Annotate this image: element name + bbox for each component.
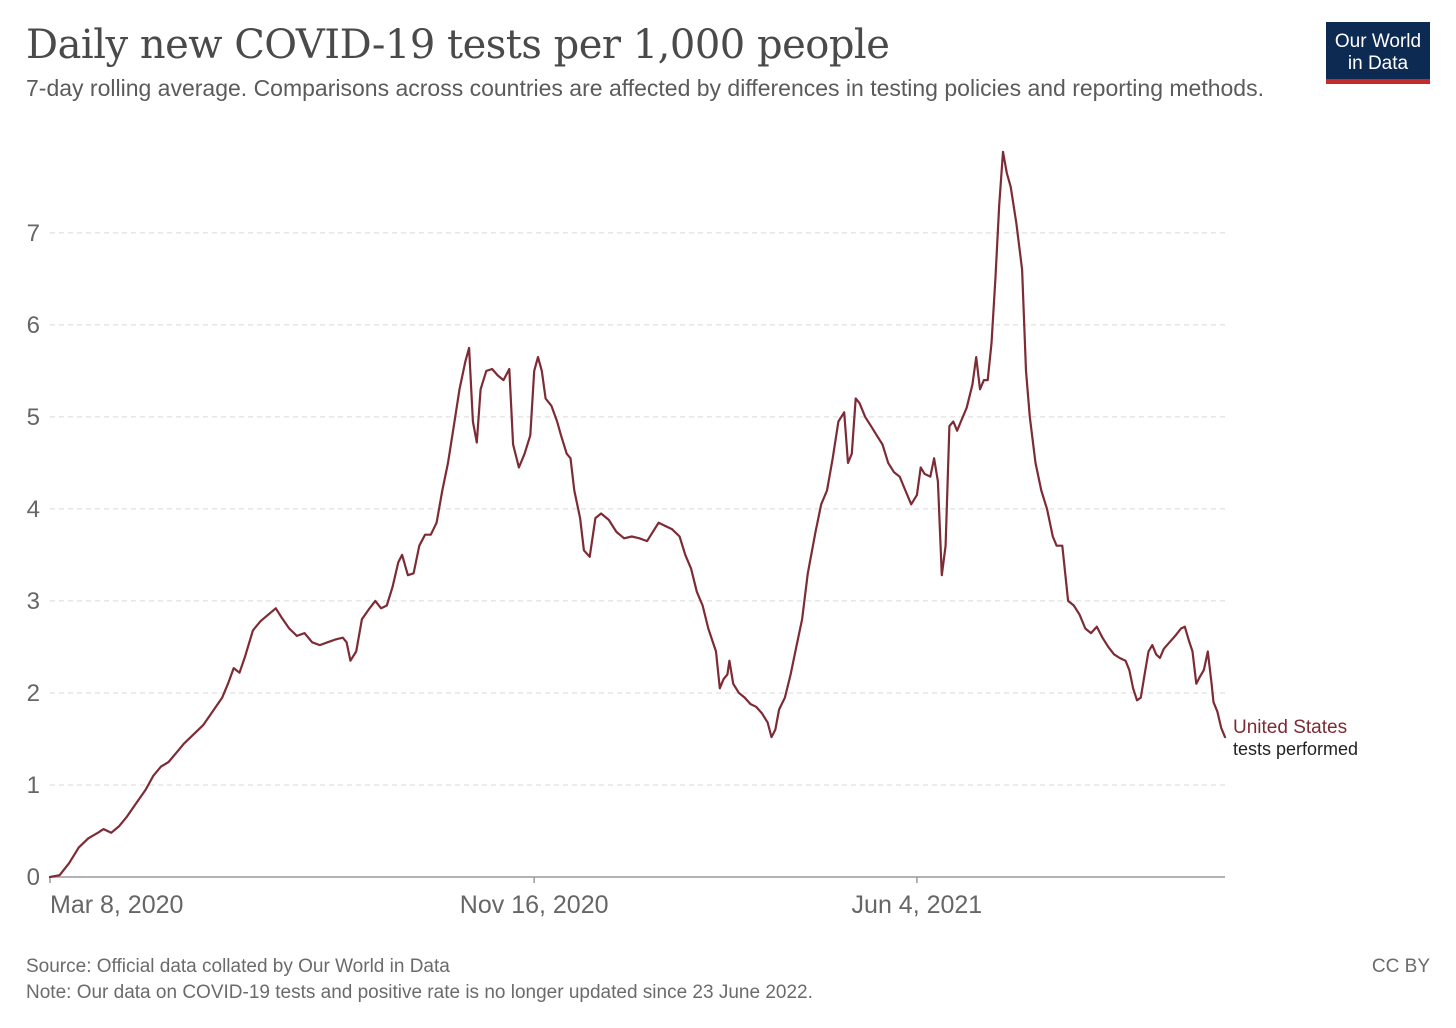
series-line-united-states[interactable] — [48, 150, 1227, 879]
logo-line-1: Our World — [1334, 31, 1422, 52]
x-tick-label: Nov 16, 2020 — [460, 891, 609, 919]
owid-logo[interactable]: Our World in Data — [1326, 22, 1430, 84]
gridlines — [50, 232, 1225, 786]
y-tick-label: 7 — [27, 220, 40, 247]
series-label-country[interactable]: United States — [1233, 717, 1347, 738]
y-tick-label: 1 — [27, 772, 40, 799]
y-tick-label: 5 — [27, 404, 40, 431]
y-tick-label: 0 — [27, 864, 40, 891]
y-axis-ticks: 0 1 2 3 4 5 6 7 — [27, 220, 40, 891]
data-note: Note: Our data on COVID-19 tests and pos… — [26, 982, 813, 1003]
license-link[interactable]: CC BY — [1371, 956, 1430, 977]
chart-subtitle: 7-day rolling average. Comparisons acros… — [26, 75, 1264, 101]
logo-line-2: in Data — [1347, 53, 1409, 74]
x-tick-label: Jun 4, 2021 — [852, 891, 983, 919]
y-tick-label: 4 — [27, 496, 40, 523]
chart-title: Daily new COVID-19 tests per 1,000 peopl… — [26, 22, 890, 68]
series-label-metric: tests performed — [1233, 739, 1358, 759]
y-tick-label: 6 — [27, 312, 40, 339]
series-layer — [48, 150, 1227, 879]
y-tick-label: 2 — [27, 680, 40, 707]
source-note: Source: Official data collated by Our Wo… — [26, 956, 450, 977]
x-tick-label: Mar 8, 2020 — [50, 891, 183, 919]
y-tick-label: 3 — [27, 588, 40, 615]
